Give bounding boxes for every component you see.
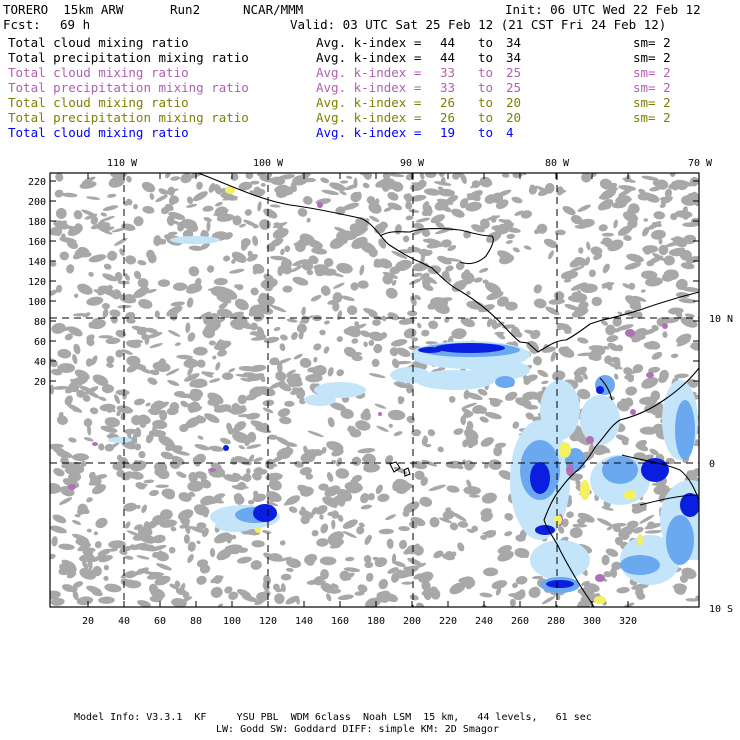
x-tick-label: 300	[583, 616, 601, 627]
legend-to-word: to	[478, 35, 494, 50]
physics-info: LW: Godd SW: Goddard DIFF: simple KM: 2D…	[216, 724, 499, 735]
x-tick-label: 260	[511, 616, 529, 627]
legend-from: 44	[440, 35, 456, 50]
longitude-label: 100 W	[253, 158, 284, 169]
legend-from: 33	[440, 65, 456, 80]
legend-avg: Avg. k-index =	[316, 35, 422, 50]
model-info: Model Info: V3.3.1 KF YSU PBL WDM 6class…	[74, 712, 592, 723]
legend-to: 25	[506, 65, 522, 80]
legend-to: 34	[506, 50, 522, 65]
heavy-precip	[223, 343, 699, 588]
legend-to: 4	[506, 125, 514, 140]
longitude-label: 80 W	[545, 158, 570, 169]
coastlines	[197, 173, 699, 607]
legend-avg: Avg. k-index =	[316, 65, 422, 80]
border-lines	[599, 377, 699, 506]
legend-avg: Avg. k-index =	[316, 125, 422, 140]
y-tick-label: 160	[28, 237, 46, 248]
legend-from: 44	[440, 50, 456, 65]
legend-name: Total cloud mixing ratio	[8, 65, 189, 80]
axis-ticks	[50, 173, 699, 607]
x-tick-label: 160	[331, 616, 349, 627]
x-tick-label: 140	[295, 616, 313, 627]
legend-avg: Avg. k-index =	[316, 50, 422, 65]
x-tick-label: 240	[475, 616, 493, 627]
legend-from: 26	[440, 95, 456, 110]
latitude-label: 0	[709, 459, 715, 470]
legend-sm: sm= 2	[633, 65, 671, 80]
coastline-south-america-west	[543, 367, 699, 607]
legend-name: Total precipitation mixing ratio	[8, 110, 249, 125]
y-tick-label: 100	[28, 297, 46, 308]
legend-avg: Avg. k-index =	[316, 110, 422, 125]
legend-sm: sm= 2	[633, 35, 671, 50]
axis-labels: 220 200 180 160 140 120 100 80 60 40 20 20 40 60 80 100…	[28, 158, 733, 627]
legend-sm: sm= 2	[633, 110, 671, 125]
org-label: NCAR/MMM	[243, 2, 304, 17]
init-time: Init: 06 UTC Wed 22 Feb 12	[505, 2, 701, 17]
latitude-label: 10 N	[709, 314, 733, 325]
valid-time: Valid: 03 UTC Sat 25 Feb 12 (21 CST Fri …	[290, 17, 667, 32]
legend-to-word: to	[478, 50, 494, 65]
fcst-value: 69 h	[60, 17, 91, 32]
longitude-label: 70 W	[688, 158, 713, 169]
legend-to-word: to	[478, 110, 494, 125]
map-frame	[49, 172, 700, 608]
x-tick-label: 200	[403, 616, 421, 627]
y-tick-label: 220	[28, 177, 46, 188]
x-tick-label: 180	[367, 616, 385, 627]
legend-sm: sm= 2	[633, 95, 671, 110]
galapagos-islands	[389, 461, 411, 477]
x-tick-label: 280	[547, 616, 565, 627]
y-tick-label: 200	[28, 197, 46, 208]
longitude-label: 90 W	[400, 158, 425, 169]
map-fields	[50, 173, 699, 607]
y-tick-label: 20	[34, 377, 46, 388]
legend-to-word: to	[478, 65, 494, 80]
x-tick-label: 20	[82, 616, 94, 627]
x-tick-label: 100	[223, 616, 241, 627]
legend-name: Total cloud mixing ratio	[8, 95, 189, 110]
legend-name: Total cloud mixing ratio	[8, 35, 189, 50]
legend-to-word: to	[478, 95, 494, 110]
x-tick-label: 320	[619, 616, 637, 627]
y-tick-label: 140	[28, 257, 46, 268]
legend-to: 20	[506, 95, 522, 110]
latitude-label: 10 S	[709, 604, 733, 615]
y-tick-label: 120	[28, 277, 46, 288]
longitude-label: 110 W	[107, 158, 138, 169]
x-tick-label: 220	[439, 616, 457, 627]
model-name: TORERO 15km ARW	[3, 2, 124, 17]
coastline-yucatan	[379, 228, 494, 265]
legend-avg: Avg. k-index =	[316, 95, 422, 110]
x-tick-label: 80	[190, 616, 202, 627]
legend-sm: sm= 2	[633, 80, 671, 95]
y-tick-label: 40	[34, 357, 46, 368]
legend-sm: sm= 2	[633, 50, 671, 65]
legend-from: 19	[440, 125, 456, 140]
legend-from: 33	[440, 80, 456, 95]
y-tick-label: 180	[28, 217, 46, 228]
fcst-label: Fcst:	[3, 17, 41, 32]
legend-from: 26	[440, 110, 456, 125]
x-tick-label: 120	[259, 616, 277, 627]
x-tick-label: 60	[154, 616, 166, 627]
graticule	[50, 173, 699, 607]
coastline-central-america	[197, 173, 699, 353]
legend-name: Total precipitation mixing ratio	[8, 50, 249, 65]
yellow-contours	[225, 186, 643, 604]
legend-to: 34	[506, 35, 522, 50]
x-tick-label: 40	[118, 616, 130, 627]
legend-name: Total cloud mixing ratio	[8, 125, 189, 140]
y-tick-label: 60	[34, 337, 46, 348]
legend-avg: Avg. k-index =	[316, 80, 422, 95]
legend-to: 20	[506, 110, 522, 125]
legend-to: 25	[506, 80, 522, 95]
legend-to-word: to	[478, 125, 494, 140]
legend-name: Total precipitation mixing ratio	[8, 80, 249, 95]
y-tick-label: 80	[34, 317, 46, 328]
legend-to-word: to	[478, 80, 494, 95]
run-label: Run2	[170, 2, 201, 17]
